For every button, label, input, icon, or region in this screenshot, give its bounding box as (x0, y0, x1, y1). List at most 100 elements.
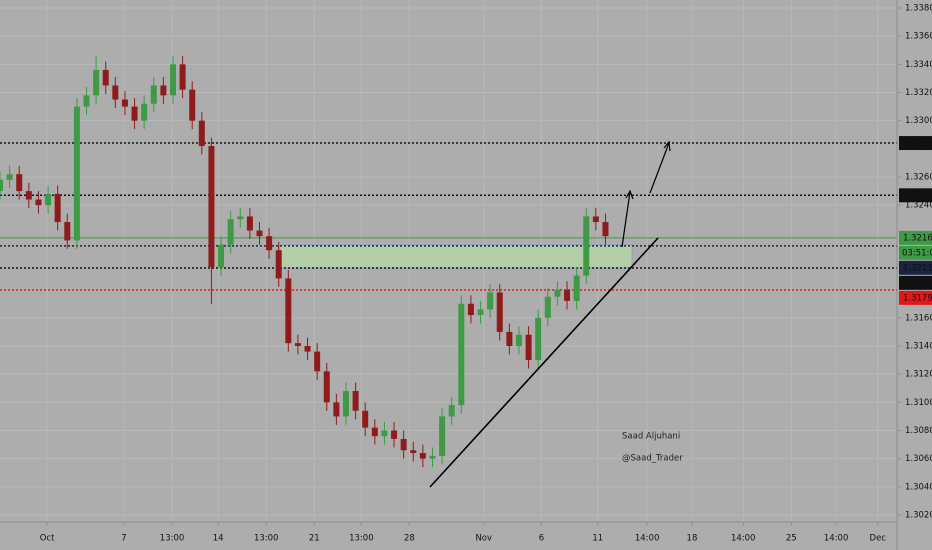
candle-body (237, 216, 244, 220)
candle-body (160, 85, 167, 96)
candle-body (208, 146, 215, 268)
support-zone (279, 244, 633, 269)
candles (0, 55, 609, 468)
candle-body (467, 303, 474, 316)
candle-body (554, 289, 561, 297)
price-label-box (899, 290, 932, 305)
candle-body (400, 438, 407, 451)
y-tick-label: 1.31200 (905, 370, 932, 380)
price-label-box (899, 136, 932, 151)
candle-body (602, 222, 609, 237)
y-tick-label: 1.30800 (905, 426, 932, 436)
y-tick-label: 1.32600 (905, 173, 932, 183)
candle-body (506, 331, 513, 346)
x-tick-label: Dec (870, 534, 887, 544)
x-tick-label: 28 (404, 534, 415, 544)
candle-body (391, 430, 398, 439)
x-tick-label: 14:00 (635, 534, 660, 544)
price-label: 1.31954 (903, 278, 932, 288)
y-tick-label: 1.30200 (905, 511, 932, 521)
candle-body (112, 85, 119, 100)
candle-body (410, 450, 417, 454)
x-tick-label: 25 (786, 534, 797, 544)
countdown: 03:51:04 (902, 248, 932, 258)
trend-line (429, 237, 659, 488)
candle-body (121, 99, 128, 107)
candle-body (304, 346, 311, 352)
countdown-box (899, 245, 932, 260)
candle-body (525, 334, 532, 361)
candle-body (544, 296, 551, 318)
candle-body (381, 430, 388, 437)
candle-body (294, 343, 301, 346)
y-tick-label: 1.33000 (905, 116, 932, 126)
candle-body (64, 222, 71, 241)
y-tick-label: 1.33200 (905, 88, 932, 98)
candle-body (352, 391, 359, 411)
candle-body (246, 216, 253, 231)
author-note: Saad Aljuhani (622, 432, 680, 442)
candle-body (323, 371, 330, 403)
candle-body (0, 179, 3, 192)
candle-body (93, 69, 100, 96)
author-note: @Saad_Trader (622, 454, 683, 464)
candle-body (573, 275, 580, 301)
y-tick-label: 1.33800 (905, 4, 932, 14)
price-label-box (899, 260, 932, 275)
projection-arrow (649, 142, 670, 194)
y-tick-label: 1.30400 (905, 482, 932, 492)
x-tick-label: 21 (309, 534, 320, 544)
x-tick-label: Nov (475, 534, 492, 544)
y-tick-label: 1.31400 (905, 342, 932, 352)
y-tick-label: 1.31000 (905, 398, 932, 408)
candle-body (102, 69, 109, 86)
candle-body (16, 174, 23, 192)
candle-body (314, 351, 321, 372)
x-tick-label: Oct (40, 534, 55, 544)
candle-body (448, 405, 455, 417)
price-label: 1.32470 (903, 191, 932, 201)
candle-body (198, 120, 205, 147)
candle-body (25, 191, 32, 200)
y-tick-label: 1.30600 (905, 454, 932, 464)
candle-body (141, 103, 148, 121)
candle-body (218, 244, 225, 268)
x-tick-label: 11 (592, 534, 603, 544)
candle-body (515, 334, 522, 346)
y-tick-label: 1.33400 (905, 60, 932, 70)
candle-body (227, 219, 234, 245)
candle-body (535, 317, 542, 361)
y-tick-label: 1.33600 (905, 32, 932, 42)
candle-body (362, 410, 369, 428)
x-tick-label: 13:00 (160, 534, 185, 544)
arrow-head (625, 189, 634, 200)
candle-body (54, 193, 61, 223)
x-tick-label: 13:00 (349, 534, 374, 544)
x-tick-label: 7 (121, 534, 126, 544)
candle-body (487, 292, 494, 310)
candle-body (583, 216, 590, 276)
x-tick-label: 14:00 (824, 534, 849, 544)
y-tick-label: 1.32400 (905, 201, 932, 211)
candle-body (275, 250, 282, 279)
candle-body (477, 309, 484, 316)
candle-body (83, 95, 90, 107)
candle-body (371, 427, 378, 437)
candle-body (285, 278, 292, 344)
candle-body (189, 89, 196, 121)
price-label-box (899, 188, 932, 203)
candle-body (256, 230, 263, 237)
x-tick-label: 14 (213, 534, 224, 544)
price-label-box (899, 230, 932, 245)
candle-body (592, 216, 599, 223)
projection-arrow (621, 191, 631, 248)
x-tick-label: 18 (687, 534, 698, 544)
candle-body (419, 453, 426, 459)
candle-body (564, 289, 571, 301)
candle-body (131, 106, 138, 121)
levels (0, 142, 897, 291)
